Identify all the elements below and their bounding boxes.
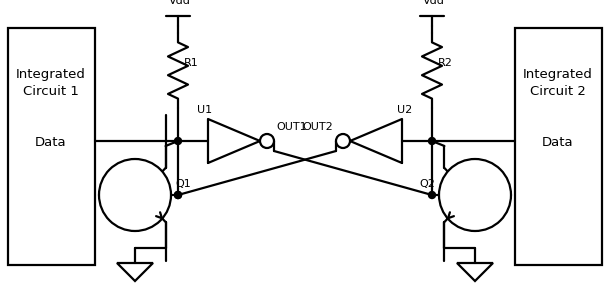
Text: Q1: Q1	[175, 179, 191, 189]
Text: Q2: Q2	[419, 179, 435, 189]
Text: U2: U2	[397, 105, 412, 115]
Circle shape	[428, 192, 436, 198]
Bar	[8, 28, 95, 265]
Text: Integrated
Circuit 2: Integrated Circuit 2	[523, 68, 593, 98]
Circle shape	[439, 159, 511, 231]
Text: Data: Data	[35, 137, 67, 149]
Circle shape	[174, 137, 182, 144]
Circle shape	[428, 137, 436, 144]
Circle shape	[174, 192, 182, 198]
Text: OUT2: OUT2	[303, 122, 334, 132]
Text: Vdd: Vdd	[169, 0, 191, 6]
Text: U1: U1	[198, 105, 212, 115]
Text: OUT1: OUT1	[277, 122, 307, 132]
Circle shape	[336, 134, 350, 148]
Circle shape	[260, 134, 274, 148]
Bar	[515, 28, 602, 265]
Circle shape	[174, 192, 182, 198]
Text: Integrated
Circuit 1: Integrated Circuit 1	[16, 68, 86, 98]
Text: R2: R2	[438, 57, 453, 67]
Text: Data: Data	[542, 137, 574, 149]
Text: R1: R1	[184, 57, 199, 67]
Text: Vdd: Vdd	[423, 0, 445, 6]
Circle shape	[99, 159, 171, 231]
